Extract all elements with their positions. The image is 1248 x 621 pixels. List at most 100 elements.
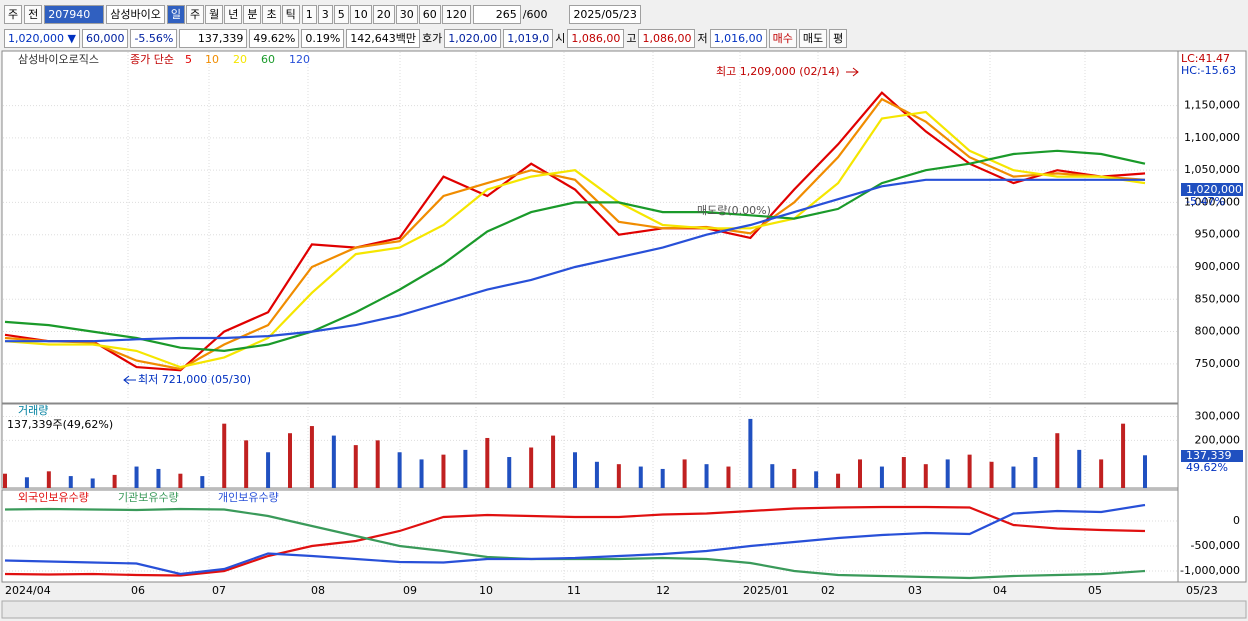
volume-bar [989, 461, 994, 488]
amount: 142,643백만 [346, 28, 421, 48]
volume-bar [1033, 457, 1038, 488]
button[interactable]: 년 [224, 4, 243, 24]
y-tick-label: 850,000 [1195, 292, 1241, 305]
open-label: 시 [555, 32, 566, 45]
volume-bar [836, 473, 841, 488]
open: 1,086,00 [567, 28, 625, 48]
volume-bar [901, 457, 906, 488]
y-tick-label: 0 [1233, 514, 1240, 527]
button[interactable]: 120 [441, 4, 471, 24]
mode[interactable]: 주 [4, 4, 23, 24]
button[interactable]: 30 [395, 4, 418, 24]
y-tick-label: 1,000,000 [1184, 195, 1240, 208]
x-label: 10 [479, 584, 493, 597]
low: 1,016,00 [709, 28, 767, 48]
quote-bar: 1,020,000 ▼ 60,000 -5.56% 137,339 49.62%… [0, 27, 1248, 49]
count[interactable]: 265 [472, 4, 521, 24]
legend-entry: 기관보유수량 [118, 491, 179, 504]
code[interactable]: 207940 [44, 4, 105, 24]
pane-subtitle: 137,339주(49,62%) [7, 418, 113, 431]
hc: HC:-15.63 [1181, 64, 1236, 77]
price-value: 1,020,000 [8, 31, 64, 45]
y-tick-label: 1,150,000 [1184, 99, 1240, 112]
bid-label: 호가 [422, 32, 443, 45]
scrollbar[interactable] [1, 600, 1247, 619]
annotation-mid: 매도량(0.00%) [697, 204, 771, 217]
volume-last: 137,339 [1186, 449, 1232, 462]
series-line [4, 503, 1146, 576]
volume-bar [90, 478, 95, 488]
button[interactable]: 분 [243, 4, 262, 24]
arrow: ▼ [67, 31, 76, 45]
volume-bar [616, 464, 621, 488]
x-label: 04 [993, 584, 1007, 597]
button[interactable]: 초 [262, 4, 281, 24]
prev[interactable]: 전 [24, 4, 43, 24]
volume-bar [551, 435, 556, 488]
high-label: 고 [626, 32, 637, 45]
x-label: 02 [821, 584, 835, 597]
button[interactable]: 1 [301, 4, 317, 24]
x-end-label: 05/23 [1186, 584, 1218, 597]
right-axis [1177, 50, 1247, 583]
volume-bar [573, 452, 577, 488]
series-line [4, 505, 1146, 577]
volume-bar [288, 433, 292, 488]
volume-bar [748, 418, 753, 488]
button[interactable]: 10 [349, 4, 372, 24]
arrow [123, 375, 136, 385]
rate: -5.56% [130, 28, 178, 48]
sell[interactable]: 매도 [798, 28, 828, 48]
y-tick-label: -1,000,000 [1180, 564, 1240, 577]
button[interactable]: 월 [205, 4, 224, 24]
volume-bar [923, 464, 928, 488]
button[interactable]: 20 [372, 4, 395, 24]
button[interactable]: 틱 [281, 4, 300, 24]
x-label: 09 [403, 584, 417, 597]
volume-bar [156, 468, 161, 488]
y-tick-label: 200,000 [1195, 433, 1241, 446]
x-label: 11 [567, 584, 581, 597]
button[interactable]: 3 [317, 4, 333, 24]
annotation-high: 최고 1,209,000 (02/14) [716, 65, 840, 78]
change: 60,000 [81, 28, 129, 48]
button[interactable]: 60 [418, 4, 441, 24]
series-line [4, 91, 1146, 372]
volume-bar [1055, 433, 1060, 488]
volume-bar [463, 449, 468, 488]
volume-bar [112, 474, 117, 488]
max: /600 [522, 7, 548, 21]
x-label: 2025/01 [743, 584, 789, 597]
volume-bar [200, 476, 205, 488]
stock-name[interactable]: 삼성바이오 [106, 4, 165, 24]
volume-bar [792, 468, 797, 488]
volume-bar [3, 473, 7, 488]
avg[interactable]: 평 [829, 28, 848, 48]
volume-bar [507, 457, 512, 488]
series-line [4, 97, 1146, 371]
buy[interactable]: 매수 [768, 28, 797, 48]
volume-bar [1143, 455, 1147, 488]
volume-bar [222, 423, 227, 488]
button[interactable]: 5 [333, 4, 349, 24]
x-label: 2024/04 [5, 584, 51, 597]
volume-bar [594, 461, 599, 488]
volume-bar [397, 452, 402, 488]
volume-bar [441, 454, 446, 488]
button[interactable]: 주 [185, 4, 205, 24]
volume-bar [814, 471, 819, 488]
volume-bar [419, 459, 424, 488]
legend-entry: 60 [261, 53, 275, 66]
volume-bar [134, 466, 139, 488]
volume-bar [485, 437, 490, 488]
volume-bar [244, 440, 249, 488]
button[interactable]: 일 [166, 4, 185, 24]
volume-bar [858, 459, 862, 488]
lc: LC:41.47 [1181, 52, 1230, 65]
volume-pane [1, 403, 1179, 489]
volume-bar [68, 476, 73, 488]
y-tick-label: -500,000 [1191, 539, 1240, 552]
date[interactable]: 2025/05/23 [569, 4, 641, 24]
volume-bar [682, 459, 687, 488]
